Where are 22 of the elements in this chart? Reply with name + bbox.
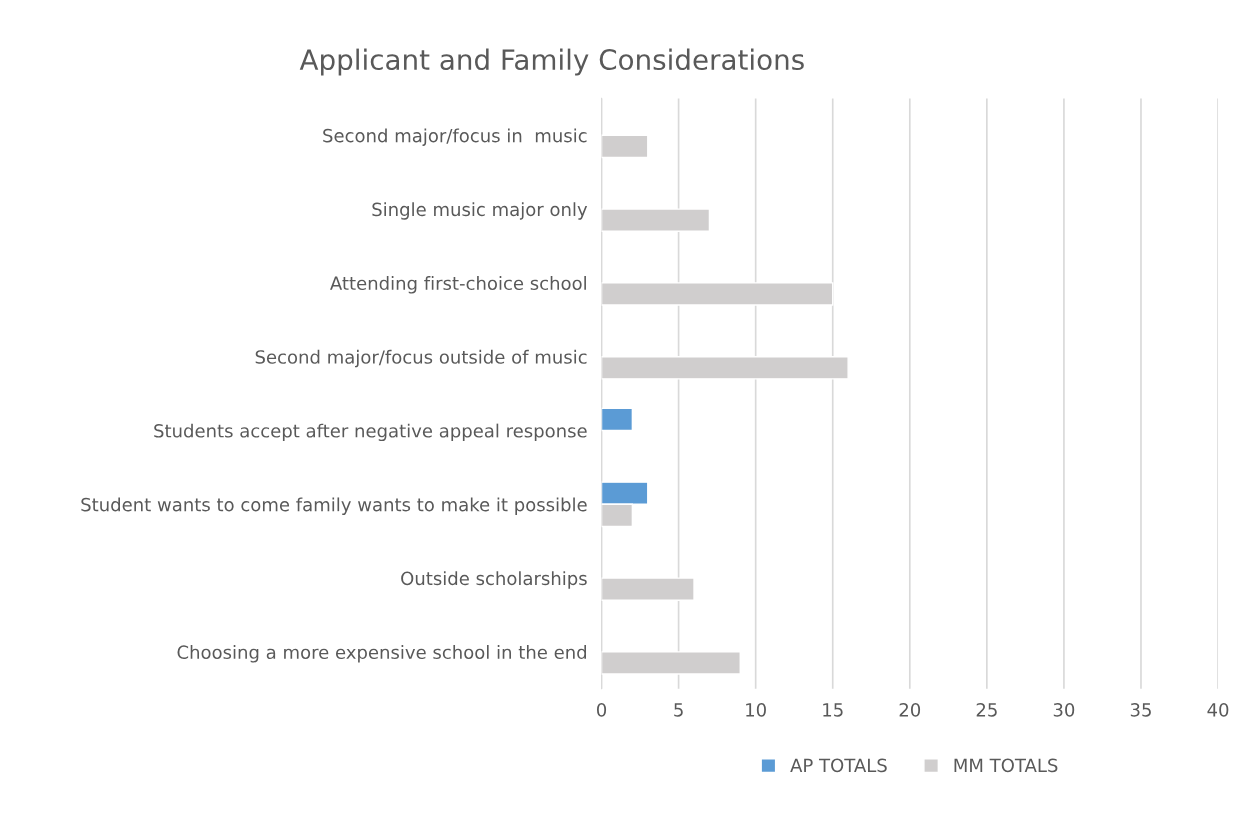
x-tick-label: 20 bbox=[899, 703, 921, 717]
y-tick-label: Choosing a more expensive school in the end bbox=[177, 645, 586, 663]
x-tick-label: 40 bbox=[1207, 703, 1229, 717]
x-tick-label: 0 bbox=[596, 703, 607, 717]
x-tick-label: 15 bbox=[823, 703, 843, 717]
x-tick-label: 10 bbox=[746, 703, 766, 717]
bar bbox=[601, 134, 649, 159]
x-tick-label: 35 bbox=[1130, 703, 1151, 717]
y-tick-label: Outside scholarships bbox=[401, 571, 587, 589]
legend-label: AP TOTALS bbox=[790, 758, 887, 773]
y-tick-label: Student wants to come family wants to make it possible bbox=[81, 497, 587, 515]
y-tick-label: Single music major only bbox=[372, 202, 588, 220]
y-tick-label: Second major/focus in music bbox=[323, 128, 587, 146]
x-tick-label: 5 bbox=[674, 703, 683, 717]
chart-title: Applicant and Family Considerations bbox=[299, 48, 804, 76]
y-tick-label: Attending first-choice school bbox=[330, 276, 586, 294]
y-tick-label: Second major/focus outside of music bbox=[255, 349, 587, 368]
x-tick-label: 25 bbox=[976, 703, 997, 717]
y-tick-label: Students accept after negative appeal response bbox=[154, 423, 587, 442]
bar bbox=[601, 407, 634, 432]
legend-label: MM TOTALS bbox=[954, 758, 1058, 773]
x-tick-label: 30 bbox=[1053, 703, 1075, 717]
